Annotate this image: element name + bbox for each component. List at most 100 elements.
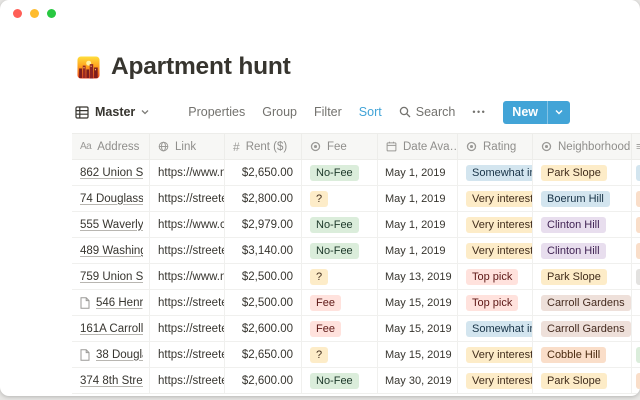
rating-cell[interactable]: Top pick bbox=[458, 290, 533, 315]
clipped-cell[interactable] bbox=[632, 342, 640, 367]
fee-cell[interactable]: ? bbox=[302, 264, 378, 289]
clipped-cell[interactable] bbox=[632, 212, 640, 237]
fee-cell[interactable]: Fee bbox=[302, 316, 378, 341]
link-cell[interactable]: https://streetea bbox=[150, 238, 225, 263]
rent-cell[interactable]: $2,500.00 bbox=[225, 264, 302, 289]
address-cell[interactable]: 374 8th Street bbox=[72, 368, 150, 393]
sort-button[interactable]: Sort bbox=[358, 105, 382, 119]
clipped-cell[interactable] bbox=[632, 160, 640, 185]
column-header-neighborhood[interactable]: Neighborhood bbox=[533, 134, 632, 159]
neighborhood-cell[interactable]: Park Slope bbox=[533, 160, 632, 185]
address-cell[interactable]: 546 Henry bbox=[72, 290, 150, 315]
rating-cell[interactable]: Very interested bbox=[458, 368, 533, 393]
group-button[interactable]: Group bbox=[262, 105, 298, 119]
rent-cell[interactable]: $3,140.00 bbox=[225, 238, 302, 263]
fee-cell[interactable]: No-Fee bbox=[302, 160, 378, 185]
clipped-cell[interactable] bbox=[632, 186, 640, 211]
clipped-cell[interactable] bbox=[632, 264, 640, 289]
fee-cell[interactable]: ? bbox=[302, 342, 378, 367]
date-cell[interactable]: May 1, 2019 bbox=[378, 212, 458, 237]
rent-cell[interactable]: $2,650.00 bbox=[225, 160, 302, 185]
neighborhood-cell[interactable]: Carroll Gardens bbox=[533, 316, 632, 341]
rent-cell[interactable]: $2,650.00 bbox=[225, 342, 302, 367]
date-cell[interactable]: May 15, 2019 bbox=[378, 342, 458, 367]
close-button[interactable] bbox=[13, 9, 22, 18]
page-title[interactable]: Apartment hunt bbox=[111, 53, 291, 80]
column-header-rent[interactable]: # Rent ($) bbox=[225, 134, 302, 159]
address-cell[interactable]: 759 Union Stre bbox=[72, 264, 150, 289]
new-button[interactable]: New bbox=[512, 105, 538, 119]
view-switcher[interactable]: Master bbox=[75, 105, 149, 119]
column-header-rating[interactable]: Rating bbox=[458, 134, 533, 159]
neighborhood-cell[interactable]: Carroll Gardens bbox=[533, 290, 632, 315]
clipped-cell[interactable] bbox=[632, 316, 640, 341]
rent-cell[interactable]: $2,800.00 bbox=[225, 186, 302, 211]
date-property-icon bbox=[386, 141, 397, 152]
neighborhood-cell[interactable]: Cobble Hill bbox=[533, 342, 632, 367]
rent-cell[interactable]: $2,600.00 bbox=[225, 316, 302, 341]
neighborhood-tag: Carroll Gardens bbox=[541, 294, 631, 311]
link-cell[interactable]: https://www.na bbox=[150, 264, 225, 289]
search-button[interactable]: Search bbox=[399, 105, 455, 119]
neighborhood-cell[interactable]: Clinton Hill bbox=[533, 212, 632, 237]
multi-select-property-icon: ≡ bbox=[636, 140, 640, 153]
address-cell[interactable]: 489 Washingto bbox=[72, 238, 150, 263]
link-cell[interactable]: https://www.cit bbox=[150, 212, 225, 237]
fee-cell[interactable]: ? bbox=[302, 186, 378, 211]
clipped-cell[interactable] bbox=[632, 238, 640, 263]
fee-cell[interactable]: Fee bbox=[302, 290, 378, 315]
more-options-button[interactable]: ••• bbox=[472, 107, 487, 117]
rating-tag: Very interested bbox=[466, 190, 532, 207]
clipped-cell[interactable] bbox=[632, 290, 640, 315]
column-header-clipped[interactable]: ≡ bbox=[632, 134, 640, 159]
address-cell[interactable]: 161A Carroll St bbox=[72, 316, 150, 341]
link-cell[interactable]: https://streetea bbox=[150, 342, 225, 367]
address-cell[interactable]: 555 Waverly Av bbox=[72, 212, 150, 237]
address-cell[interactable]: 74 Douglass St bbox=[72, 186, 150, 211]
address-cell[interactable]: 862 Union Stre bbox=[72, 160, 150, 185]
new-dropdown-button[interactable] bbox=[547, 100, 570, 124]
rating-cell[interactable]: Very interested bbox=[458, 342, 533, 367]
table-row: 555 Waverly Av https://www.cit $2,979.00… bbox=[72, 212, 640, 238]
search-icon bbox=[399, 106, 411, 118]
city-sunset-emoji-icon[interactable] bbox=[77, 55, 100, 79]
date-cell[interactable]: May 15, 2019 bbox=[378, 316, 458, 341]
rent-cell[interactable]: $2,500.00 bbox=[225, 290, 302, 315]
fee-cell[interactable]: No-Fee bbox=[302, 368, 378, 393]
link-cell[interactable]: https://streetea bbox=[150, 186, 225, 211]
column-header-link[interactable]: Link bbox=[150, 134, 225, 159]
neighborhood-cell[interactable]: Boerum Hill bbox=[533, 186, 632, 211]
filter-button[interactable]: Filter bbox=[314, 105, 342, 119]
fee-cell[interactable]: No-Fee bbox=[302, 212, 378, 237]
link-cell[interactable]: https://streetea bbox=[150, 316, 225, 341]
rating-cell[interactable]: Somewhat interested bbox=[458, 316, 533, 341]
date-cell[interactable]: May 30, 2019 bbox=[378, 368, 458, 393]
properties-button[interactable]: Properties bbox=[188, 105, 246, 119]
date-cell[interactable]: May 1, 2019 bbox=[378, 186, 458, 211]
neighborhood-cell[interactable]: Clinton Hill bbox=[533, 238, 632, 263]
rating-cell[interactable]: Very interested bbox=[458, 186, 533, 211]
column-header-date-available[interactable]: Date Ava… bbox=[378, 134, 458, 159]
fee-cell[interactable]: No-Fee bbox=[302, 238, 378, 263]
column-header-fee[interactable]: Fee bbox=[302, 134, 378, 159]
date-cell[interactable]: May 1, 2019 bbox=[378, 238, 458, 263]
link-cell[interactable]: https://streetea bbox=[150, 290, 225, 315]
minimize-button[interactable] bbox=[30, 9, 39, 18]
rent-cell[interactable]: $2,979.00 bbox=[225, 212, 302, 237]
rating-cell[interactable]: Very interested bbox=[458, 238, 533, 263]
link-cell[interactable]: https://www.na bbox=[150, 160, 225, 185]
date-cell[interactable]: May 15, 2019 bbox=[378, 290, 458, 315]
rating-cell[interactable]: Somewhat interested bbox=[458, 160, 533, 185]
rent-cell[interactable]: $2,600.00 bbox=[225, 368, 302, 393]
date-cell[interactable]: May 1, 2019 bbox=[378, 160, 458, 185]
neighborhood-cell[interactable]: Park Slope bbox=[533, 264, 632, 289]
column-header-address[interactable]: Aa Address bbox=[72, 134, 150, 159]
address-cell[interactable]: 38 Douglas bbox=[72, 342, 150, 367]
rating-cell[interactable]: Top pick bbox=[458, 264, 533, 289]
date-cell[interactable]: May 13, 2019 bbox=[378, 264, 458, 289]
maximize-button[interactable] bbox=[47, 9, 56, 18]
clipped-cell[interactable] bbox=[632, 368, 640, 393]
link-cell[interactable]: https://streetea bbox=[150, 368, 225, 393]
rating-cell[interactable]: Very interested bbox=[458, 212, 533, 237]
neighborhood-cell[interactable]: Park Slope bbox=[533, 368, 632, 393]
